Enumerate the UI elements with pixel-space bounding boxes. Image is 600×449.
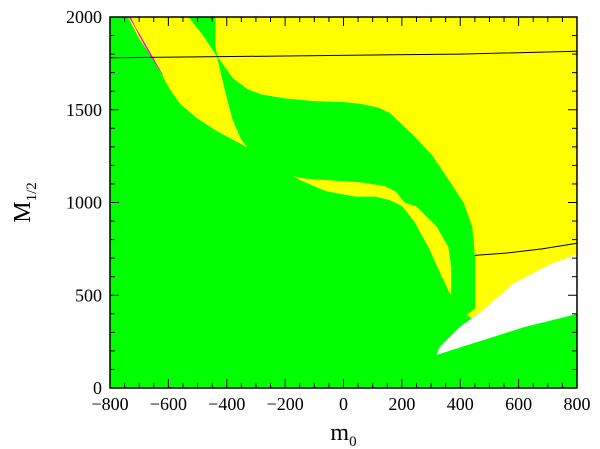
y-axis-title: M1/2: [10, 182, 40, 223]
x-axis-title: m0: [330, 420, 356, 449]
plot-regions: [110, 17, 577, 388]
y-tick-label: 0: [93, 378, 102, 398]
x-tick-label: 200: [388, 394, 415, 414]
x-tick-label: 600: [505, 394, 532, 414]
y-tick-label: 500: [75, 285, 102, 305]
line-upper-contour: [110, 50, 577, 59]
x-tick-label: 0: [339, 394, 348, 414]
x-tick-label: −400: [208, 394, 245, 414]
plot-frame: [109, 16, 578, 389]
x-tick-label: −800: [91, 394, 128, 414]
x-tick-label: 400: [447, 394, 474, 414]
x-tick-label: 800: [564, 394, 591, 414]
y-tick-label: 2000: [66, 7, 102, 27]
y-axis-title-main: M: [10, 201, 36, 222]
x-axis-title-sub: 0: [349, 434, 357, 449]
x-axis-title-main: m: [330, 420, 349, 446]
region-green-upper-band: [188, 17, 476, 322]
x-tick-label: −600: [150, 394, 187, 414]
region-white-wedge: [436, 254, 577, 355]
region-magenta-sliver: [128, 17, 163, 75]
line-lower-contour: [474, 242, 577, 256]
y-axis-title-sub: 1/2: [24, 182, 40, 201]
x-tick-label: −200: [267, 394, 304, 414]
x-tick-labels: −800 −600 −400 −200 0 200 400 600 800: [91, 394, 590, 414]
y-tick-labels: 0 500 1000 1500 2000: [66, 7, 102, 398]
y-tick-label: 1000: [66, 193, 102, 213]
plot-area: [110, 17, 577, 388]
y-tick-label: 1500: [66, 100, 102, 120]
